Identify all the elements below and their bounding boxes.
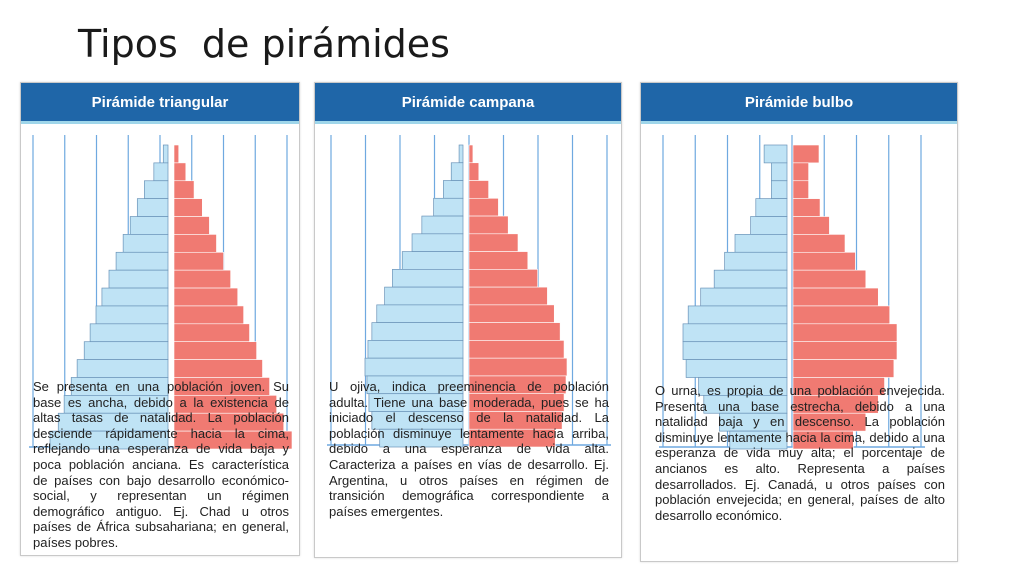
female-bar (468, 233, 519, 252)
male-bar (153, 162, 169, 182)
male-bar (384, 286, 464, 306)
male-bar (115, 251, 169, 271)
female-bar (468, 428, 556, 448)
male-bar (433, 197, 464, 217)
female-bar (792, 269, 867, 289)
male-bar (729, 430, 788, 450)
male-bar (83, 341, 169, 360)
female-bar (468, 215, 509, 235)
female-bar (173, 234, 217, 253)
pyramid-chart-triangular (29, 135, 293, 450)
card-title: Pirámide triangular (21, 83, 299, 124)
female-bar (173, 144, 180, 164)
pyramid-chart-bulbo (659, 135, 925, 450)
female-bar (792, 359, 895, 378)
female-bar (468, 180, 489, 199)
female-bar (468, 269, 538, 288)
female-bar (792, 323, 898, 343)
male-bar (162, 144, 169, 164)
male-bar (401, 251, 464, 270)
female-bar (173, 162, 187, 182)
male-bar (682, 323, 788, 343)
female-bar (792, 305, 891, 325)
male-bar (101, 287, 169, 307)
card-triangular: Pirámide triangular Se presenta en una p… (20, 82, 300, 556)
card-description: U ojiva, indica preeminencia de població… (329, 379, 609, 519)
male-bar (392, 269, 464, 288)
male-bar (750, 216, 788, 235)
male-bar (367, 340, 464, 359)
female-bar (173, 198, 203, 217)
male-bar (685, 359, 788, 378)
male-bar (700, 287, 788, 307)
female-bar (468, 197, 499, 217)
female-bar (468, 286, 548, 306)
female-bar (173, 269, 231, 289)
female-bar (792, 287, 879, 307)
female-bar (792, 144, 820, 164)
female-bar (173, 323, 250, 343)
male-bar (682, 341, 788, 360)
female-bar (792, 162, 809, 182)
female-bar (468, 340, 565, 359)
female-bar (173, 305, 244, 325)
female-bar (792, 430, 854, 450)
male-bar (763, 144, 788, 164)
male-bar (421, 215, 464, 235)
male-bar (364, 357, 464, 377)
female-bar (792, 198, 821, 217)
female-bar (173, 180, 195, 199)
male-bar (411, 233, 464, 252)
male-bar (108, 269, 169, 289)
female-bar (468, 251, 529, 270)
female-bar (792, 341, 898, 360)
male-bar (450, 162, 464, 181)
male-bar (687, 305, 788, 325)
male-bar (713, 269, 788, 289)
male-bar (136, 198, 169, 217)
female-bar (792, 216, 830, 235)
male-bar (443, 180, 464, 199)
male-bar (49, 430, 169, 450)
male-bar (771, 180, 788, 199)
male-bar (122, 234, 169, 253)
male-bar (379, 428, 464, 448)
card-bulbo: Pirámide bulbo O urna, es propia de una … (640, 82, 958, 562)
female-bar (173, 287, 239, 307)
female-bar (468, 304, 555, 323)
female-bar (792, 234, 846, 253)
male-bar (76, 359, 169, 378)
male-bar (95, 305, 169, 325)
female-bar (173, 430, 293, 450)
card-description: O urna, es propia de una población envej… (655, 383, 945, 523)
card-description: Se presenta en una población joven. Su b… (33, 379, 289, 550)
slide-title: Tipos de pirámides (78, 22, 450, 66)
male-bar (458, 144, 464, 164)
male-bar (724, 251, 788, 271)
male-bar (144, 180, 169, 199)
female-bar (173, 341, 257, 360)
female-bar (173, 359, 263, 378)
male-bar (89, 323, 169, 343)
female-bar (173, 216, 210, 235)
female-bar (792, 180, 809, 199)
card-campana: Pirámide campana U ojiva, indica preemin… (314, 82, 622, 558)
male-bar (376, 304, 464, 323)
card-title: Pirámide bulbo (641, 83, 957, 124)
female-bar (468, 144, 474, 164)
female-bar (468, 322, 561, 341)
female-bar (468, 162, 480, 181)
male-bar (129, 216, 169, 235)
male-bar (734, 234, 788, 253)
male-bar (755, 198, 788, 217)
card-title: Pirámide campana (315, 83, 621, 124)
male-bar (771, 162, 788, 182)
female-bar (468, 357, 568, 377)
male-bar (371, 322, 464, 341)
female-bar (173, 251, 224, 271)
female-bar (792, 251, 856, 271)
pyramid-chart-campana (327, 135, 611, 448)
